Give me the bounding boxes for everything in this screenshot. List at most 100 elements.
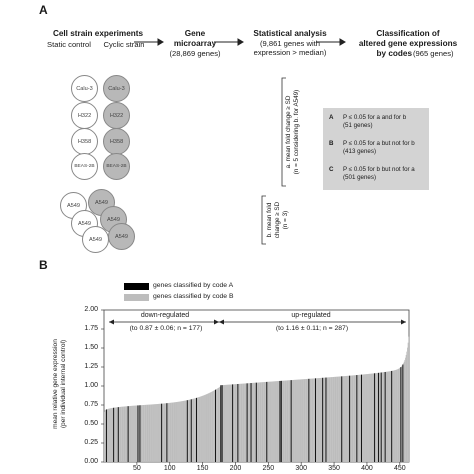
bar-code-b [124, 406, 126, 462]
bar-code-b [295, 379, 297, 462]
bar-code-b [173, 402, 175, 462]
bar-code-b [135, 405, 137, 462]
bar-code-b [230, 384, 232, 462]
bar-code-b [288, 380, 289, 462]
bar-code-b [199, 396, 201, 462]
bar-code-b [311, 378, 312, 462]
bar-code-b [142, 405, 144, 462]
bar-code-b [188, 399, 190, 462]
bar-code-a [166, 403, 168, 462]
bar-code-b [174, 402, 176, 462]
bar-code-b [315, 378, 317, 462]
bar-code-b [185, 400, 187, 462]
bar-code-b [399, 367, 401, 462]
bar-code-b [368, 373, 370, 462]
bar-code-b [106, 409, 108, 462]
classification-title-1: Classification of [376, 29, 440, 38]
bar-code-b [140, 405, 142, 462]
bar-code-b [351, 375, 352, 462]
up-right-arrowhead [401, 319, 406, 325]
bar-code-b [190, 399, 191, 462]
down-regulated-label: down-regulated [130, 312, 200, 319]
bar-code-b [393, 370, 395, 462]
bar-code-b [388, 371, 390, 462]
bar-code-b [362, 374, 364, 462]
bar-code-b [111, 408, 113, 462]
bar-code-b [114, 407, 116, 462]
bar-code-b [242, 383, 244, 462]
bar-code-b [381, 372, 383, 462]
bar-code-b [151, 404, 153, 462]
bar-code-b [364, 374, 366, 462]
bar-code-b [329, 377, 331, 462]
bar-code-b [256, 382, 258, 462]
y-tick-label: 0.25 [84, 438, 98, 446]
bar-code-b [343, 376, 345, 462]
bar-code-b [180, 401, 182, 462]
bar-code-b [348, 375, 350, 462]
bar-code-b [369, 373, 371, 462]
bar-code-b [117, 407, 118, 462]
bar-code-b [178, 401, 180, 462]
bar-code-b [146, 404, 148, 462]
bar-code-b [272, 381, 274, 462]
bar-code-b [313, 378, 315, 462]
bar-code-b [278, 381, 279, 462]
bar-code-b [147, 404, 149, 462]
bar-code-b [367, 373, 369, 462]
bar-code-b [164, 403, 166, 462]
bar-code-b [260, 382, 262, 462]
bar-code-b [347, 375, 349, 462]
bar-code-b [371, 373, 373, 462]
bar-code-b [195, 398, 197, 462]
bar-code-b [273, 381, 275, 462]
y-tick-label: 0.50 [84, 419, 98, 427]
code-a-text: P ≤ 0.05 for a and for b [343, 114, 407, 121]
bar-code-b [270, 381, 272, 462]
arrow-2 [214, 38, 244, 46]
bar-code-b [192, 398, 193, 462]
bar-code-b [303, 379, 304, 462]
bar-code-b [179, 401, 181, 462]
bar-code-b [251, 382, 253, 462]
bar-code-a [139, 405, 141, 462]
bar-code-b [159, 403, 161, 462]
bar-code-b [286, 380, 288, 462]
bar-code-b [236, 384, 237, 462]
bar-code-b [257, 382, 259, 462]
bar-code-b [407, 342, 409, 462]
cell-strain-title: Cell strain experiments [52, 29, 144, 38]
bar-code-b [238, 383, 239, 462]
bar-code-b [170, 402, 172, 462]
bar-code-b [274, 381, 276, 462]
microarray-title-1: Gene [184, 29, 206, 38]
bar-code-b [399, 368, 400, 462]
classification-title-3: by codes [376, 49, 413, 58]
bar-code-b [405, 354, 407, 462]
bar-code-b [316, 378, 318, 462]
bar-code-b [314, 378, 316, 462]
bar-code-b [384, 372, 385, 462]
bar-code-b [259, 382, 260, 462]
bar-code-a [196, 397, 197, 462]
bar-code-b [334, 376, 335, 462]
bar-code-a [290, 380, 292, 462]
bar-code-b [143, 404, 145, 462]
bar-code-b [278, 380, 280, 462]
bar-code-b [292, 380, 293, 462]
bar-code-b [309, 378, 311, 462]
bar-code-b [132, 405, 134, 462]
bar-code-b [171, 402, 172, 462]
bar-code-b [171, 402, 173, 462]
bar-code-a [325, 377, 327, 462]
microarray-title-2: microarray [173, 39, 217, 48]
bar-code-a [378, 372, 380, 462]
bar-code-b [248, 383, 250, 462]
bar-code-b [282, 380, 283, 462]
bar-code-b [142, 405, 143, 462]
bar-code-b [228, 384, 230, 462]
bar-code-b [226, 384, 228, 462]
up-regulated-sub: (to 1.16 ± 0.11; n = 287) [275, 325, 349, 332]
bar-code-b [210, 392, 212, 462]
